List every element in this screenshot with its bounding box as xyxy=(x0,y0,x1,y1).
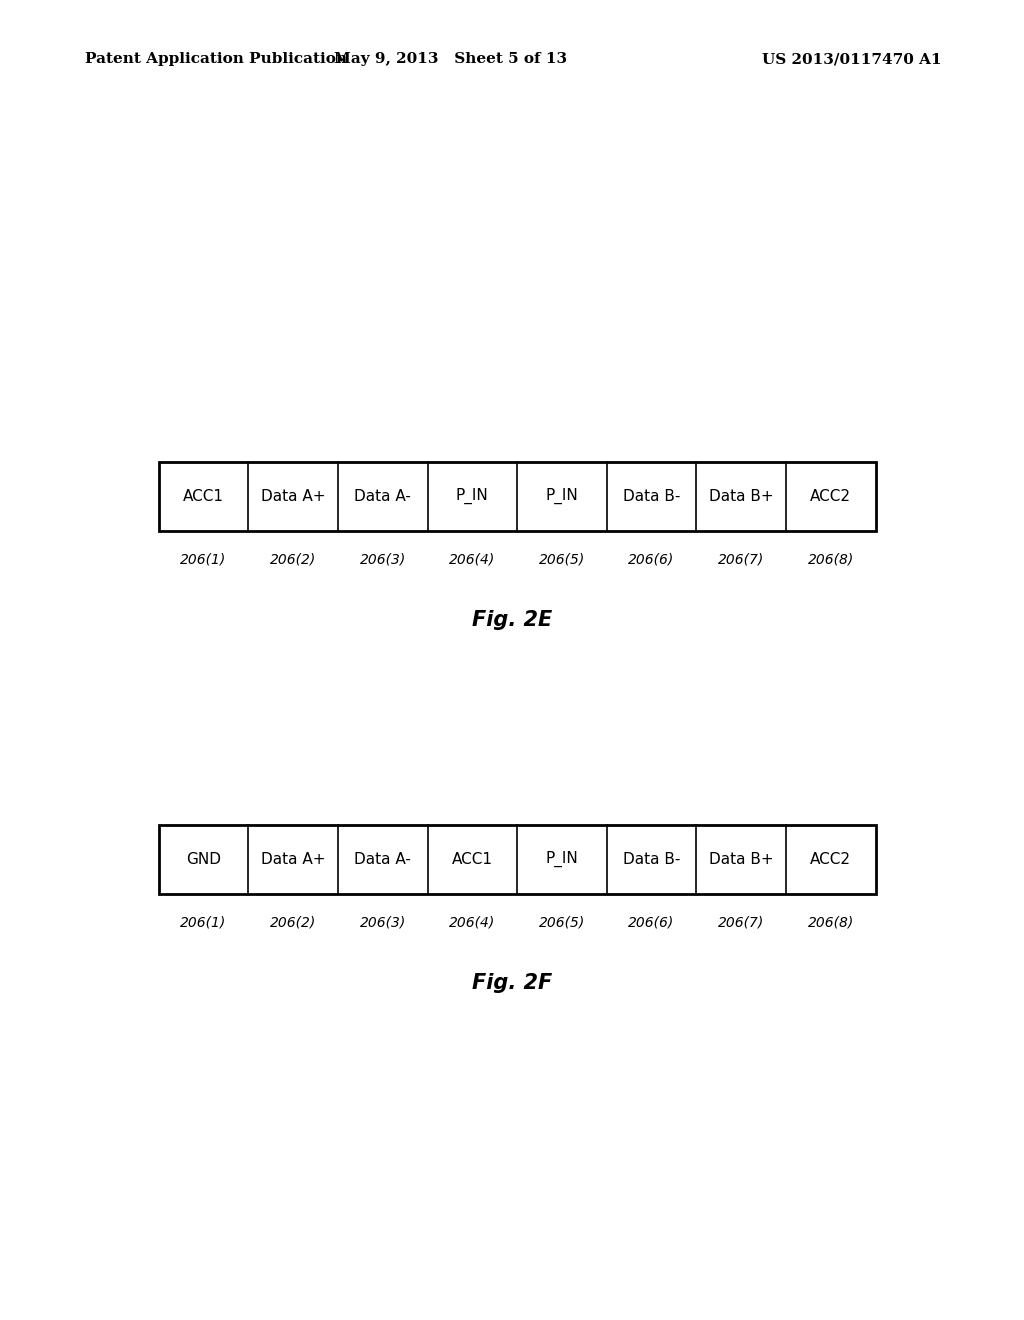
Text: ACC2: ACC2 xyxy=(810,488,851,504)
Text: ACC2: ACC2 xyxy=(810,851,851,867)
Text: P_IN: P_IN xyxy=(546,851,579,867)
Text: P_IN: P_IN xyxy=(456,488,488,504)
Text: Data A+: Data A+ xyxy=(261,488,326,504)
Text: 206(1): 206(1) xyxy=(180,553,226,566)
Text: Data B-: Data B- xyxy=(623,488,680,504)
Text: 206(7): 206(7) xyxy=(718,553,764,566)
Text: 206(2): 206(2) xyxy=(270,553,316,566)
Text: P_IN: P_IN xyxy=(546,488,579,504)
Text: US 2013/0117470 A1: US 2013/0117470 A1 xyxy=(763,53,942,66)
Text: 206(6): 206(6) xyxy=(629,553,675,566)
Text: 206(8): 206(8) xyxy=(808,916,854,929)
Text: 206(8): 206(8) xyxy=(808,553,854,566)
Text: May 9, 2013   Sheet 5 of 13: May 9, 2013 Sheet 5 of 13 xyxy=(334,53,567,66)
Text: 206(4): 206(4) xyxy=(450,916,496,929)
Text: ACC1: ACC1 xyxy=(183,488,224,504)
Text: Fig. 2F: Fig. 2F xyxy=(472,973,552,994)
Text: 206(7): 206(7) xyxy=(718,916,764,929)
Text: 206(1): 206(1) xyxy=(180,916,226,929)
Text: Data B+: Data B+ xyxy=(709,488,773,504)
Text: 206(2): 206(2) xyxy=(270,916,316,929)
Text: Data A-: Data A- xyxy=(354,488,412,504)
Text: GND: GND xyxy=(186,851,221,867)
Text: Data B-: Data B- xyxy=(623,851,680,867)
Text: Patent Application Publication: Patent Application Publication xyxy=(85,53,347,66)
Bar xyxy=(159,825,876,894)
Text: ACC1: ACC1 xyxy=(452,851,493,867)
Text: 206(5): 206(5) xyxy=(539,916,585,929)
Text: 206(4): 206(4) xyxy=(450,553,496,566)
Text: Data B+: Data B+ xyxy=(709,851,773,867)
Text: Data A-: Data A- xyxy=(354,851,412,867)
Bar xyxy=(159,462,876,531)
Text: 206(3): 206(3) xyxy=(359,916,406,929)
Text: 206(5): 206(5) xyxy=(539,553,585,566)
Text: Fig. 2E: Fig. 2E xyxy=(472,610,552,631)
Text: 206(6): 206(6) xyxy=(629,916,675,929)
Text: Data A+: Data A+ xyxy=(261,851,326,867)
Text: 206(3): 206(3) xyxy=(359,553,406,566)
